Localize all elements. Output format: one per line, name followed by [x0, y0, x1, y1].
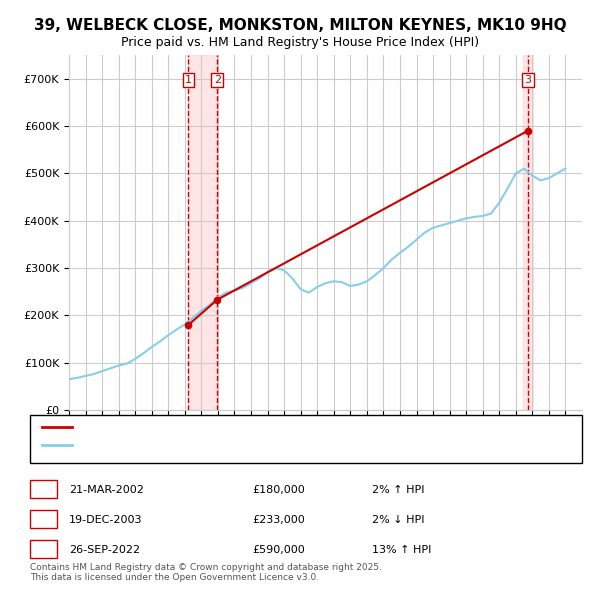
Text: 2: 2 [214, 75, 221, 85]
Text: £233,000: £233,000 [252, 515, 305, 525]
Point [184, 320, 193, 330]
Text: 1: 1 [185, 75, 192, 85]
Text: 39, WELBECK CLOSE, MONKSTON, MILTON KEYNES, MK10 9HQ (detached house): 39, WELBECK CLOSE, MONKSTON, MILTON KEYN… [78, 422, 497, 432]
Text: HPI: Average price, detached house, Milton Keynes: HPI: Average price, detached house, Milt… [78, 440, 343, 450]
Text: 2% ↓ HPI: 2% ↓ HPI [372, 515, 425, 525]
Text: Price paid vs. HM Land Registry's House Price Index (HPI): Price paid vs. HM Land Registry's House … [121, 36, 479, 49]
Text: £180,000: £180,000 [252, 485, 305, 495]
Text: Contains HM Land Registry data © Crown copyright and database right 2025.
This d: Contains HM Land Registry data © Crown c… [30, 563, 382, 582]
Text: 39, WELBECK CLOSE, MONKSTON, MILTON KEYNES, MK10 9HQ: 39, WELBECK CLOSE, MONKSTON, MILTON KEYN… [34, 18, 566, 33]
Text: 21-MAR-2002: 21-MAR-2002 [69, 485, 144, 495]
Point [523, 126, 533, 136]
Bar [188, 55, 217, 410]
Text: £590,000: £590,000 [252, 545, 305, 555]
Point [212, 295, 222, 304]
Text: 19-DEC-2003: 19-DEC-2003 [69, 515, 143, 525]
Text: 2% ↑ HPI: 2% ↑ HPI [372, 485, 425, 495]
Bar [523, 55, 533, 410]
Text: 2: 2 [40, 515, 47, 525]
Text: 3: 3 [40, 545, 47, 555]
Text: 1: 1 [40, 485, 47, 495]
Text: 13% ↑ HPI: 13% ↑ HPI [372, 545, 431, 555]
Text: 26-SEP-2022: 26-SEP-2022 [69, 545, 140, 555]
Text: 3: 3 [524, 75, 532, 85]
